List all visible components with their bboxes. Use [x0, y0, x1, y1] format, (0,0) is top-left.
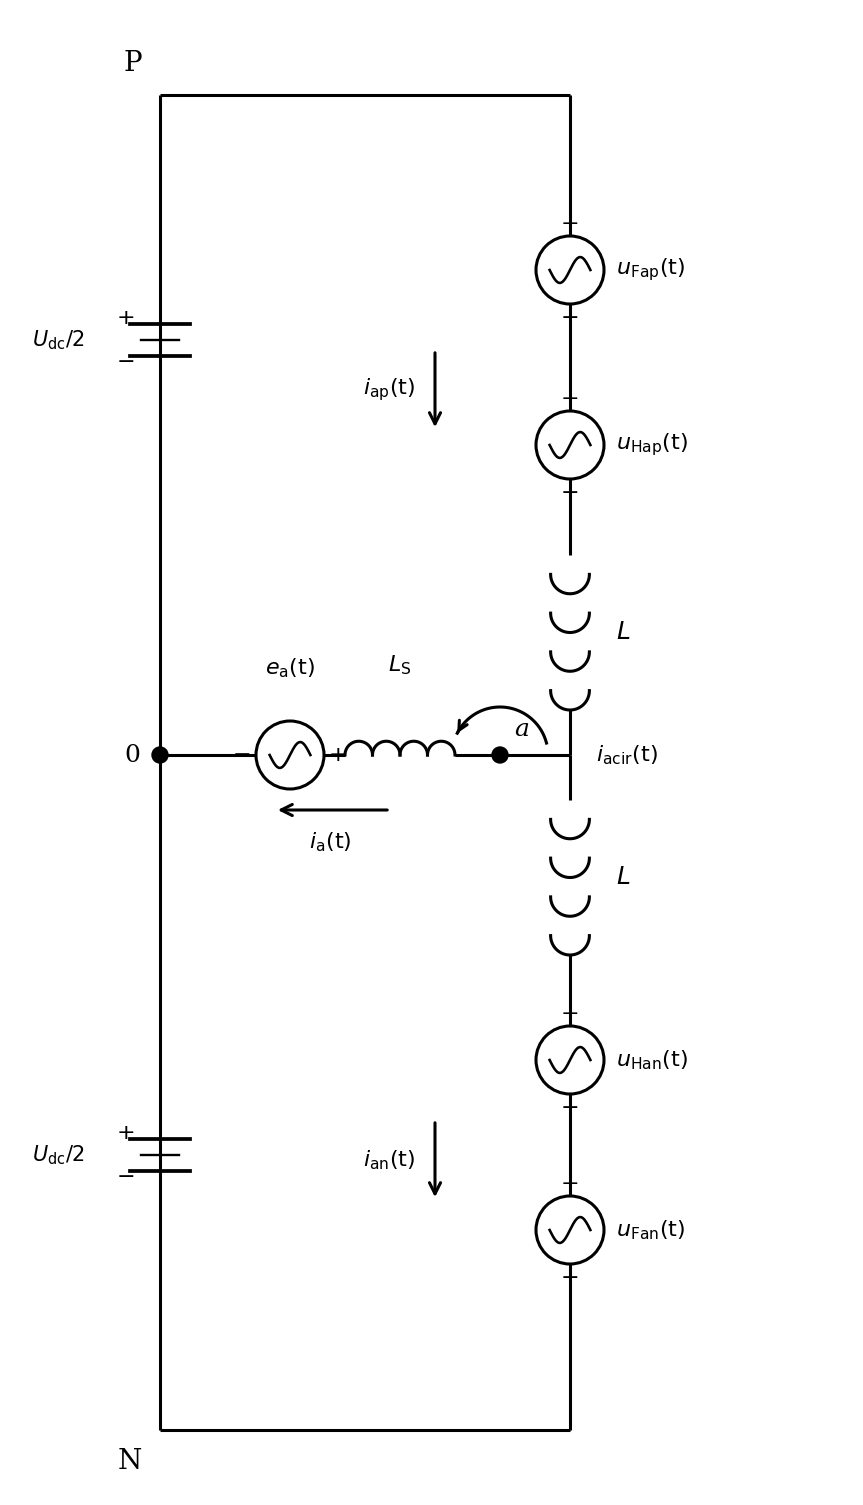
Text: $U_{\mathrm{dc}}/2$: $U_{\mathrm{dc}}/2$ [33, 328, 85, 352]
Text: +: + [117, 309, 135, 328]
Text: +: + [561, 1174, 579, 1193]
Text: +: + [117, 1123, 135, 1142]
Text: $u_{\mathrm{Fap}}(\mathrm{t})$: $u_{\mathrm{Fap}}(\mathrm{t})$ [616, 256, 685, 283]
Text: −: − [561, 1099, 579, 1118]
Text: +: + [561, 1004, 579, 1023]
Text: $i_{\mathrm{a}}(\mathrm{t})$: $i_{\mathrm{a}}(\mathrm{t})$ [309, 829, 351, 853]
Text: $L$: $L$ [616, 865, 631, 889]
Text: −: − [561, 483, 579, 503]
Text: $u_{\mathrm{Han}}(\mathrm{t})$: $u_{\mathrm{Han}}(\mathrm{t})$ [616, 1047, 688, 1072]
Text: −: − [561, 1269, 579, 1288]
Text: −: − [561, 309, 579, 328]
Text: −: − [117, 1166, 135, 1187]
Text: N: N [117, 1448, 142, 1475]
Text: $L_{\mathrm{S}}$: $L_{\mathrm{S}}$ [388, 653, 412, 677]
Text: $U_{\mathrm{dc}}/2$: $U_{\mathrm{dc}}/2$ [33, 1144, 85, 1166]
Text: 0: 0 [124, 743, 140, 766]
Circle shape [492, 746, 508, 763]
Text: $u_{\mathrm{Fan}}(\mathrm{t})$: $u_{\mathrm{Fan}}(\mathrm{t})$ [616, 1218, 685, 1242]
Text: −: − [233, 745, 251, 765]
Circle shape [152, 746, 168, 763]
Text: $i_{\mathrm{ap}}(\mathrm{t})$: $i_{\mathrm{ap}}(\mathrm{t})$ [362, 376, 415, 403]
Text: $i_{\mathrm{acir}}(\mathrm{t})$: $i_{\mathrm{acir}}(\mathrm{t})$ [596, 743, 658, 768]
Text: $i_{\mathrm{an}}(\mathrm{t})$: $i_{\mathrm{an}}(\mathrm{t})$ [362, 1148, 415, 1172]
Text: $L$: $L$ [616, 622, 631, 644]
Text: P: P [123, 50, 142, 77]
Text: +: + [561, 388, 579, 409]
Text: +: + [329, 745, 347, 765]
Text: $u_{\mathrm{Hap}}(\mathrm{t})$: $u_{\mathrm{Hap}}(\mathrm{t})$ [616, 432, 688, 459]
Text: −: − [117, 352, 135, 372]
Text: $e_{\mathrm{a}}(\mathrm{t})$: $e_{\mathrm{a}}(\mathrm{t})$ [265, 656, 315, 680]
Text: a: a [514, 718, 529, 740]
Text: +: + [561, 214, 579, 233]
